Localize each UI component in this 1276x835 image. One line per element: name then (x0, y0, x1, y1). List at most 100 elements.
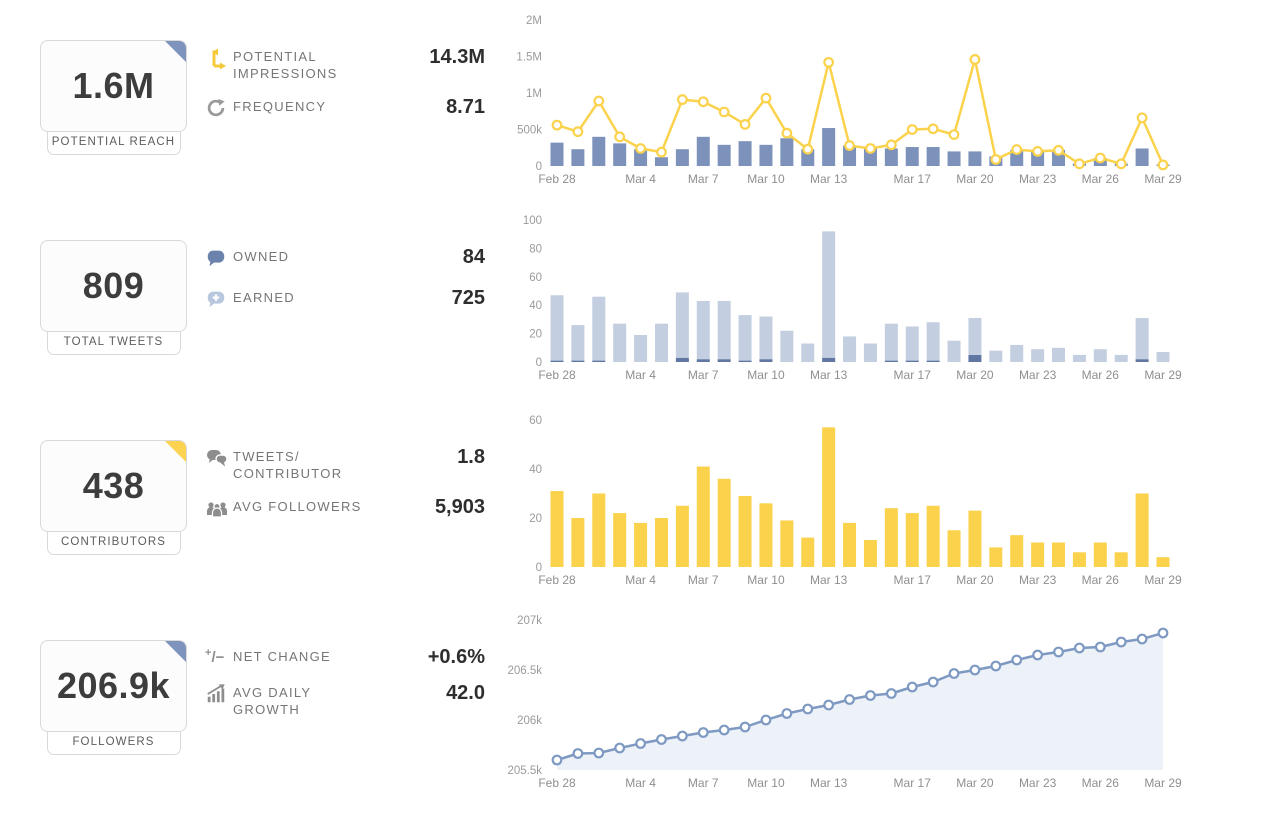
owned-bubble-icon (205, 246, 233, 274)
followers-row: 206.9k FOLLOWERS +/− NET CHANGE +0.6% AV… (0, 600, 1276, 835)
svg-text:Mar 10: Mar 10 (747, 573, 785, 587)
swap-arrows-icon (205, 46, 233, 76)
svg-text:Mar 26: Mar 26 (1082, 172, 1120, 186)
svg-text:Mar 26: Mar 26 (1082, 776, 1120, 790)
svg-text:Mar 10: Mar 10 (747, 368, 785, 382)
svg-text:1.5M: 1.5M (516, 52, 542, 64)
metric-value: 1.8 (457, 446, 485, 468)
tweets-per-contributor-metric: TWEETS/ CONTRIBUTOR 1.8 (205, 446, 485, 483)
svg-text:Mar 13: Mar 13 (810, 776, 848, 790)
svg-text:207k: 207k (517, 615, 542, 627)
svg-text:Mar 20: Mar 20 (956, 172, 994, 186)
svg-text:Mar 23: Mar 23 (1019, 172, 1057, 186)
svg-text:2M: 2M (526, 15, 542, 27)
tweets-chart-svg: 0 20 40 60 80 100 Feb 28 Mar 4 Mar 7 Mar 10 Mar 13… (523, 215, 1182, 382)
svg-text:Mar 20: Mar 20 (956, 776, 994, 790)
svg-text:Mar 7: Mar 7 (688, 172, 719, 186)
potential-reach-card: 1.6M POTENTIAL REACH (40, 40, 187, 200)
svg-text:Mar 13: Mar 13 (810, 368, 848, 382)
avg-daily-growth-metric: AVG DAILY GROWTH 42.0 (205, 682, 485, 719)
svg-text:Mar 17: Mar 17 (894, 368, 932, 382)
plus-minus-icon: +/− (205, 647, 225, 666)
svg-text:Mar 13: Mar 13 (810, 573, 848, 587)
total-tweets-label: TOTAL TWEETS (46, 331, 181, 355)
contributors-value: 438 (82, 465, 145, 506)
svg-text:Mar 17: Mar 17 (894, 776, 932, 790)
metric-label: NET CHANGE (233, 649, 331, 664)
impressions-reach-chart-svg: 0 500k 1M 1.5M 2M Feb 28 Mar 4 Mar 7 Mar 10 Mar 1… (516, 15, 1182, 186)
svg-text:205.5k: 205.5k (507, 765, 542, 777)
metric-label: FREQUENCY (233, 98, 327, 114)
svg-text:Mar 29: Mar 29 (1144, 368, 1182, 382)
metric-value: 14.3M (429, 46, 485, 68)
frequency-metric: FREQUENCY 8.71 (205, 96, 485, 124)
svg-text:Mar 10: Mar 10 (747, 776, 785, 790)
svg-text:Mar 4: Mar 4 (625, 573, 656, 587)
metric-label: TWEETS/ CONTRIBUTOR (233, 449, 343, 481)
followers-value: 206.9k (56, 665, 171, 706)
followers-chart: 205.5k 206k 206.5k 207k Feb 28 Mar 4 Mar 7 Mar … (490, 600, 1190, 835)
corner-fold (165, 441, 186, 462)
corner-fold (165, 641, 186, 662)
followers-label: FOLLOWERS (46, 731, 181, 755)
metric-value: 725 (451, 287, 485, 309)
total-tweets-card: 809 TOTAL TWEETS (40, 240, 187, 400)
total-tweets-value: 809 (82, 265, 145, 306)
net-change-metric: +/− NET CHANGE +0.6% (205, 646, 485, 669)
metric-value: 42.0 (446, 682, 485, 704)
svg-text:Mar 29: Mar 29 (1144, 573, 1182, 587)
svg-text:40: 40 (529, 464, 542, 476)
svg-text:Mar 26: Mar 26 (1082, 573, 1120, 587)
svg-text:40: 40 (529, 300, 542, 312)
contributors-card: 438 CONTRIBUTORS (40, 440, 187, 600)
followers-chart-svg: 205.5k 206k 206.5k 207k Feb 28 Mar 4 Mar 7 Mar … (507, 615, 1182, 790)
growth-chart-icon (205, 682, 233, 710)
svg-text:Mar 4: Mar 4 (625, 368, 656, 382)
metric-label: EARNED (233, 290, 295, 305)
svg-text:Feb 28: Feb 28 (538, 172, 576, 186)
svg-text:Mar 23: Mar 23 (1019, 368, 1057, 382)
svg-text:Mar 20: Mar 20 (956, 573, 994, 587)
svg-text:206k: 206k (517, 715, 542, 727)
svg-text:Mar 4: Mar 4 (625, 776, 656, 790)
svg-text:Mar 7: Mar 7 (688, 368, 719, 382)
metric-value: 8.71 (446, 95, 485, 118)
svg-text:500k: 500k (517, 125, 542, 137)
svg-text:Mar 20: Mar 20 (956, 368, 994, 382)
refresh-icon (205, 96, 233, 124)
avg-followers-metric: AVG FOLLOWERS 5,903 (205, 496, 485, 526)
earned-bubble-icon (205, 287, 233, 315)
svg-text:20: 20 (529, 329, 542, 341)
svg-text:80: 80 (529, 243, 542, 255)
potential-reach-row: 1.6M POTENTIAL REACH POTENTIAL IMPRESSIO… (0, 0, 1276, 200)
svg-text:60: 60 (529, 272, 542, 284)
svg-text:206.5k: 206.5k (507, 665, 542, 677)
svg-text:1M: 1M (526, 88, 542, 100)
earned-metric: EARNED 725 (205, 287, 485, 315)
tweets-chart: 0 20 40 60 80 100 Feb 28 Mar 4 Mar 7 Mar 10 Mar 13… (490, 200, 1190, 400)
contributors-label: CONTRIBUTORS (46, 531, 181, 555)
metric-label: AVG DAILY GROWTH (233, 685, 312, 717)
potential-impressions-metric: POTENTIAL IMPRESSIONS 14.3M (205, 46, 485, 83)
svg-text:100: 100 (523, 215, 542, 227)
metric-label: OWNED (233, 249, 290, 264)
svg-text:Mar 10: Mar 10 (747, 172, 785, 186)
metric-label: AVG FOLLOWERS (233, 498, 362, 514)
svg-text:Mar 17: Mar 17 (894, 172, 932, 186)
svg-text:Feb 28: Feb 28 (538, 776, 576, 790)
chat-bubbles-icon (205, 446, 233, 476)
contributors-chart: 0 20 40 60 Feb 28 Mar 4 Mar 7 Mar 10 Mar 13 Mar 1… (490, 400, 1190, 600)
svg-text:Mar 17: Mar 17 (894, 573, 932, 587)
svg-text:Feb 28: Feb 28 (538, 368, 576, 382)
metric-value: 84 (462, 246, 485, 268)
metric-label: POTENTIAL IMPRESSIONS (233, 49, 338, 81)
svg-text:0: 0 (536, 562, 542, 574)
svg-text:Mar 7: Mar 7 (688, 573, 719, 587)
contributors-row: 438 CONTRIBUTORS TWEETS/ CONTRIBUTOR 1.8… (0, 400, 1276, 600)
followers-card: 206.9k FOLLOWERS (40, 640, 187, 835)
svg-text:60: 60 (529, 415, 542, 427)
people-icon (205, 496, 233, 526)
potential-reach-value: 1.6M (72, 65, 155, 106)
svg-text:0: 0 (536, 357, 542, 369)
